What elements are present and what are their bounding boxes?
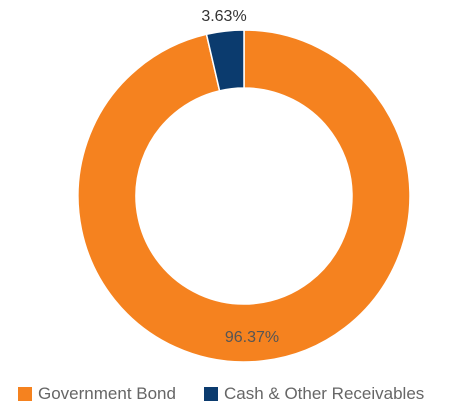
legend-item-government-bond: Government Bond	[18, 384, 176, 404]
data-label-cash-other-receivables: 3.63%	[201, 8, 246, 25]
data-label-group: 96.37% 3.63%	[201, 8, 279, 346]
slice-group	[77, 29, 411, 363]
legend: Government Bond Cash & Other Receivables	[18, 384, 424, 404]
legend-label-cash-other-receivables: Cash & Other Receivables	[223, 384, 425, 403]
legend-label-government-bond: Government Bond	[38, 384, 176, 403]
legend-item-cash-other-receivables: Cash & Other Receivables	[203, 384, 425, 404]
legend-swatch-cash-other-receivables	[203, 387, 218, 401]
slice-government-bond	[77, 29, 411, 363]
data-label-government-bond: 96.37%	[225, 329, 279, 346]
legend-swatch-government-bond	[18, 387, 32, 401]
slice-cash-other-receivables	[205, 29, 245, 92]
